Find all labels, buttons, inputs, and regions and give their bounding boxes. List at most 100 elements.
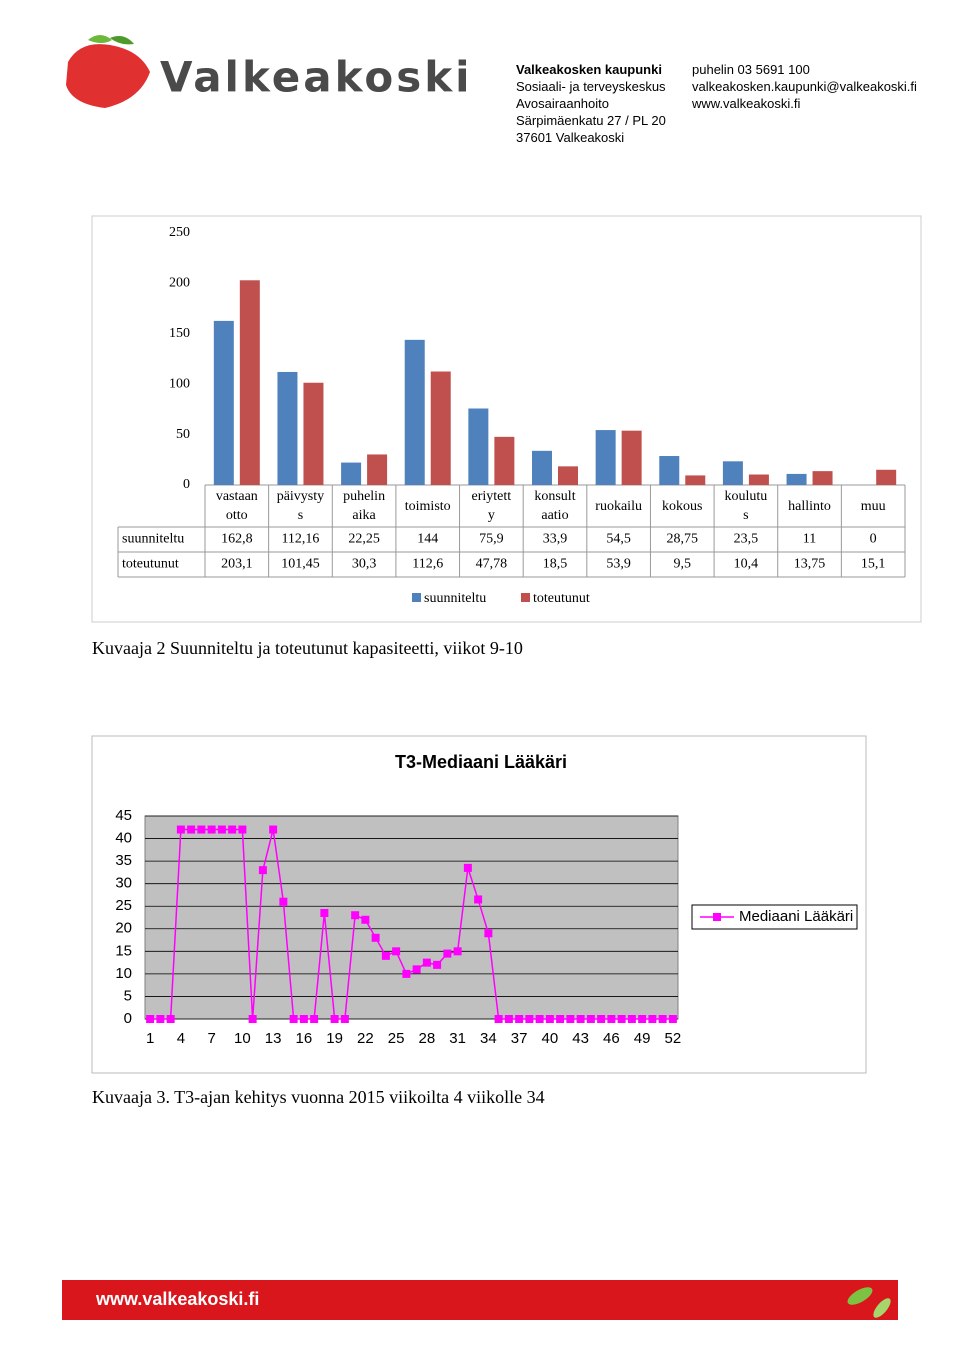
table-value: 112,16 xyxy=(281,532,319,547)
marker xyxy=(586,1015,595,1023)
marker xyxy=(340,1015,349,1023)
row-header: suunniteltu xyxy=(122,532,184,547)
marker xyxy=(146,1015,155,1023)
table-value: 9,5 xyxy=(674,557,692,572)
marker xyxy=(330,1015,339,1023)
contact: puhelin 03 5691 100 valkeakosken.kaupunk… xyxy=(692,61,917,112)
table-value: 23,5 xyxy=(734,532,759,547)
y-tick-label: 100 xyxy=(169,376,190,391)
y-tick-label: 200 xyxy=(169,276,190,291)
marker xyxy=(453,947,462,956)
bar xyxy=(468,408,489,485)
table-value: 28,75 xyxy=(667,532,699,547)
y-tick-label: 20 xyxy=(115,920,132,937)
y-tick-label: 15 xyxy=(115,942,132,959)
marker xyxy=(228,825,237,834)
marker xyxy=(422,958,431,967)
category-label: vastaan otto xyxy=(215,489,258,523)
marker xyxy=(351,911,360,920)
marker xyxy=(166,1015,175,1023)
marker xyxy=(597,1015,606,1023)
marker xyxy=(156,1015,165,1023)
y-tick-label: 10 xyxy=(115,965,132,982)
bar xyxy=(659,456,680,485)
x-tick-label: 13 xyxy=(265,1030,282,1047)
marker xyxy=(463,863,472,872)
marker xyxy=(279,897,288,906)
x-tick-label: 19 xyxy=(326,1030,343,1047)
marker xyxy=(535,1015,544,1023)
y-tick-label: 5 xyxy=(124,987,132,1004)
marker xyxy=(207,825,216,834)
x-tick-label: 46 xyxy=(603,1030,620,1047)
table-value: 162,8 xyxy=(221,532,253,547)
logo-mark xyxy=(66,35,150,108)
marker xyxy=(556,1015,565,1023)
marker xyxy=(443,949,452,958)
table-value: 22,25 xyxy=(348,532,380,547)
address-line: Avosairaanhoito xyxy=(516,96,609,111)
x-tick-label: 40 xyxy=(542,1030,559,1047)
y-tick-label: 40 xyxy=(115,830,132,847)
address-line: Valkeakosken kaupunki xyxy=(516,62,662,77)
category-label: konsult aatio xyxy=(534,489,576,523)
x-tick-label: 31 xyxy=(449,1030,466,1047)
table-value: 101,45 xyxy=(281,557,320,572)
chart-frame xyxy=(91,215,922,623)
x-tick-label: 4 xyxy=(177,1030,185,1047)
bar xyxy=(812,471,833,485)
marker xyxy=(566,1015,575,1023)
marker xyxy=(474,895,483,904)
caption: Kuvaaja 3. T3-ajan kehitys vuonna 2015 v… xyxy=(92,1087,545,1107)
marker xyxy=(258,866,267,875)
row-header: toteutunut xyxy=(122,557,179,572)
bar xyxy=(367,454,388,485)
y-tick-label: 50 xyxy=(176,427,190,442)
x-tick-label: 10 xyxy=(234,1030,251,1047)
category-label: eriytett y xyxy=(471,489,512,523)
category-label: muu xyxy=(860,498,886,514)
x-tick-label: 7 xyxy=(207,1030,215,1047)
marker xyxy=(545,1015,554,1023)
x-tick-label: 34 xyxy=(480,1030,497,1047)
legend-label: toteutunut xyxy=(533,591,590,606)
marker xyxy=(576,1015,585,1023)
marker xyxy=(412,965,421,974)
marker xyxy=(310,1015,319,1023)
x-tick-label: 25 xyxy=(388,1030,405,1047)
marker xyxy=(299,1015,308,1023)
marker xyxy=(638,1015,647,1023)
contact-line: puhelin 03 5691 100 xyxy=(692,62,810,77)
category-label: ruokailu xyxy=(595,498,642,514)
marker xyxy=(402,969,411,978)
legend-swatch xyxy=(521,593,530,602)
marker xyxy=(627,1015,636,1023)
y-tick-label: 25 xyxy=(115,897,132,914)
address: Valkeakosken kaupunki Sosiaali- ja terve… xyxy=(516,61,666,146)
table-value: 0 xyxy=(870,532,877,547)
bar xyxy=(277,371,298,485)
y-tick-label: 150 xyxy=(169,326,190,341)
chart-title: T3-Mediaani Lääkäri xyxy=(395,752,567,772)
address-line: Särpimäenkatu 27 / PL 20 xyxy=(516,113,666,128)
caption: Kuvaaja 2 Suunniteltu ja toteutunut kapa… xyxy=(92,638,523,658)
marker xyxy=(238,825,247,834)
bar xyxy=(494,436,515,485)
address-line: 37601 Valkeakoski xyxy=(516,130,625,145)
contact-line: www.valkeakoski.fi xyxy=(692,96,801,111)
y-tick-label: 250 xyxy=(169,225,190,240)
x-tick-label: 52 xyxy=(665,1030,682,1047)
marker xyxy=(433,960,442,969)
x-tick-label: 37 xyxy=(511,1030,528,1047)
marker xyxy=(176,825,185,834)
marker xyxy=(269,825,278,834)
legend-label: Mediaani Lääkäri xyxy=(739,908,853,925)
bar xyxy=(213,320,234,485)
y-tick-label: 0 xyxy=(183,477,190,492)
category-label: puhelin aika xyxy=(343,489,386,523)
marker xyxy=(668,1015,677,1023)
marker xyxy=(607,1015,616,1023)
marker xyxy=(648,1015,657,1023)
table-value: 53,9 xyxy=(606,557,631,572)
